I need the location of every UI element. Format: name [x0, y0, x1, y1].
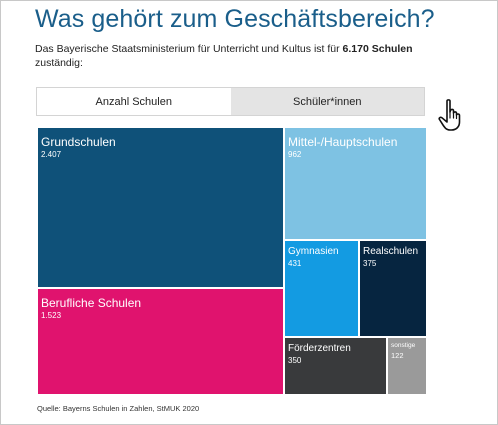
subtitle-text: Das Bayerische Staatsministerium für Unt… — [35, 43, 343, 55]
treemap-cell-mittel-hauptschulen[interactable]: Mittel-/Hauptschulen 962 — [284, 127, 427, 240]
cell-value: 431 — [288, 259, 302, 268]
cell-label: Berufliche Schulen — [41, 296, 142, 310]
tab-bar: Anzahl Schulen Schüler*innen — [36, 87, 425, 116]
treemap-cell-realschulen[interactable]: Realschulen 375 — [359, 240, 427, 337]
subtitle-text-end: zuständig: — [35, 57, 83, 69]
tab-schueler-innen[interactable]: Schüler*innen — [230, 88, 424, 115]
cell-value: 375 — [363, 259, 377, 268]
page-title: Was gehört zum Geschäftsbereich? — [35, 5, 435, 33]
treemap-cell-foerderzentren[interactable]: Förderzentren 350 — [284, 337, 387, 395]
cell-value: 2.407 — [41, 150, 62, 159]
cell-label: Realschulen — [363, 246, 419, 257]
cell-label: Mittel-/Hauptschulen — [288, 135, 398, 149]
tab-anzahl-schulen[interactable]: Anzahl Schulen — [37, 88, 231, 115]
cell-value: 350 — [288, 356, 302, 365]
treemap-cell-berufliche-schulen[interactable]: Berufliche Schulen 1.523 — [37, 288, 284, 395]
hand-pointer-icon — [435, 97, 471, 133]
cell-value: 962 — [288, 150, 302, 159]
subtitle-total: 6.170 Schulen — [342, 43, 413, 55]
cell-label: Grundschulen — [41, 135, 116, 149]
page-subtitle: Das Bayerische Staatsministerium für Unt… — [35, 42, 435, 70]
cell-value: 122 — [391, 351, 404, 360]
source-note: Quelle: Bayerns Schulen in Zahlen, StMUK… — [37, 404, 200, 413]
cell-label: Gymnasien — [288, 246, 339, 257]
cell-label: sonstige — [391, 342, 416, 349]
cell-label: Förderzentren — [288, 343, 351, 354]
treemap-cell-gymnasien[interactable]: Gymnasien 431 — [284, 240, 359, 337]
treemap-cell-sonstige[interactable]: sonstige 122 — [387, 337, 427, 395]
treemap-cell-grundschulen[interactable]: Grundschulen 2.407 — [37, 127, 284, 288]
treemap-chart: Grundschulen 2.407 Berufliche Schulen 1.… — [37, 127, 427, 395]
cell-value: 1.523 — [41, 311, 62, 320]
